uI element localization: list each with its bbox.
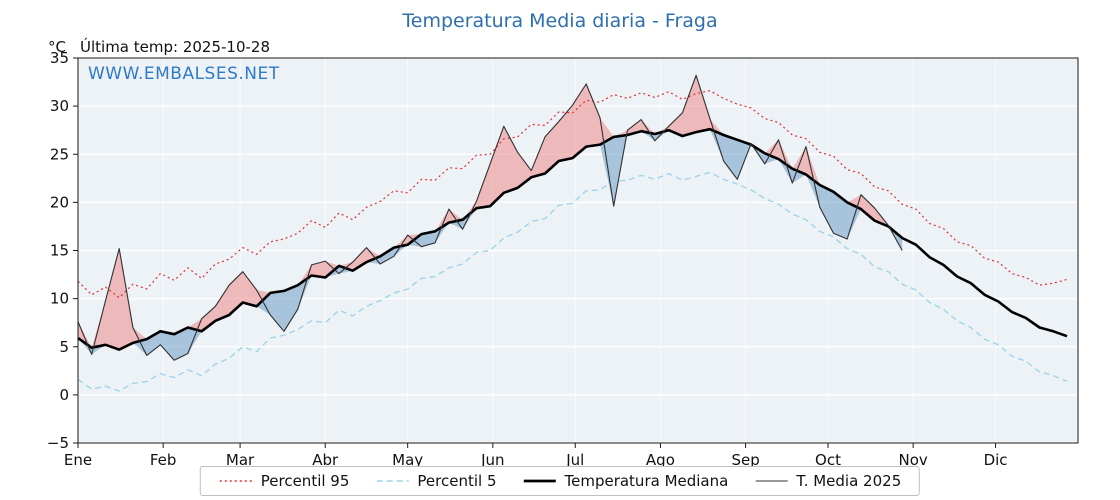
x-axis-tick-label: Ago <box>646 451 675 469</box>
y-axis-tick-label: 20 <box>50 193 69 211</box>
x-axis-tick-label: Abr <box>312 451 339 469</box>
page-title: Temperatura Media diaria - Fraga <box>402 10 718 32</box>
y-axis-tick-label: 5 <box>59 338 69 356</box>
x-axis-tick-label: Oct <box>815 451 841 469</box>
x-axis-tick-label: Sep <box>731 451 759 469</box>
x-axis-tick-label: May <box>392 451 423 469</box>
series-percentil-95-line <box>77 90 1068 299</box>
series-percentil-5-line <box>77 171 1068 392</box>
chart-legend: Percentil 95 Percentil 5 Temperatura Media… <box>199 466 921 496</box>
legend-line-sample-icon <box>523 479 556 483</box>
legend-item-t-media-2025: T. Media 2025 <box>754 472 901 490</box>
x-axis-tick-label: Dic <box>984 451 1008 469</box>
last-temp-label: Última temp: 2025-10-28 <box>80 38 271 56</box>
legend-line-sample-icon <box>376 480 409 482</box>
x-axis-tick-label: Nov <box>899 451 928 469</box>
y-axis-tick-label: 30 <box>50 97 69 115</box>
x-axis-tick-label: Jul <box>565 451 584 469</box>
y-axis-tick-label: 25 <box>50 145 69 163</box>
y-axis-units-label: °C <box>48 38 66 56</box>
y-axis-tick-label: 10 <box>50 290 69 308</box>
legend-item-percentil-5: Percentil 5 <box>375 472 496 490</box>
legend-label: Temperatura Mediana <box>564 472 729 490</box>
x-axis-tick-label: Feb <box>150 451 177 469</box>
legend-label: Percentil 95 <box>260 472 350 490</box>
y-axis-tick-label: −5 <box>47 434 69 452</box>
y-axis-tick-label: 15 <box>50 242 69 260</box>
legend-label: T. Media 2025 <box>796 472 902 490</box>
legend-line-sample-icon <box>219 480 252 482</box>
x-axis-tick-label: Mar <box>226 451 255 469</box>
legend-line-sample-icon <box>755 480 788 482</box>
y-axis-tick-label: 0 <box>59 386 69 404</box>
legend-label: Percentil 5 <box>417 472 497 490</box>
watermark-text: WWW.EMBALSES.NET <box>88 64 280 84</box>
x-axis-tick-label: Jun <box>480 451 504 469</box>
legend-item-temperatura-mediana: Temperatura Mediana <box>522 472 728 490</box>
y-axis-tick-label: 35 <box>50 49 69 67</box>
fill-below-median <box>78 129 903 361</box>
x-axis-tick-label: Ene <box>64 451 92 469</box>
series-temperatura-mediana-line <box>77 127 1068 351</box>
legend-item-percentil-95: Percentil 95 <box>219 472 350 490</box>
series-t-media-2025-line <box>77 74 903 361</box>
